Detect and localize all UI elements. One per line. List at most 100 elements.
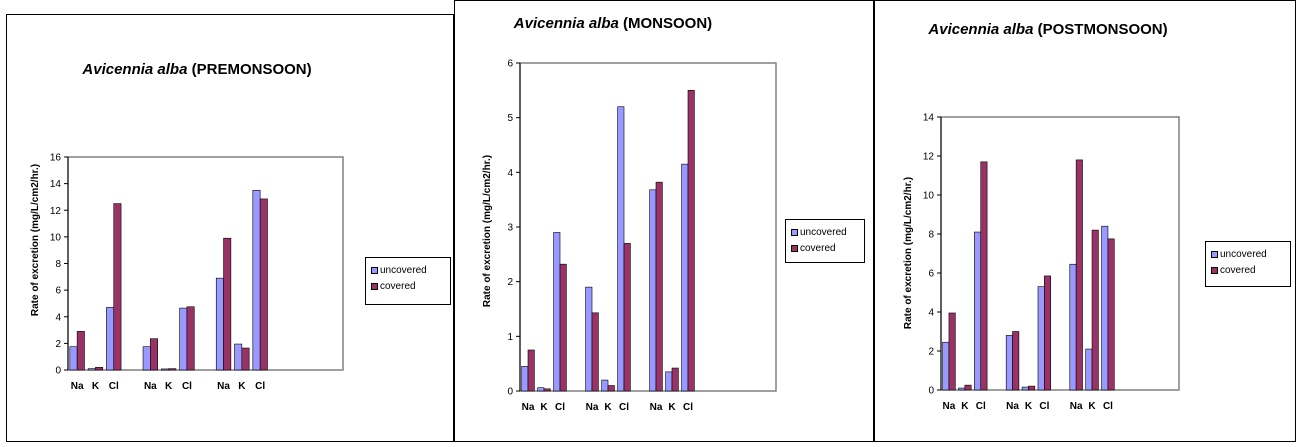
- y-tick-label: 3: [507, 223, 513, 234]
- bar-covered: [527, 349, 535, 392]
- y-tick-label: 14: [923, 113, 935, 124]
- y-tick-label: 10: [923, 191, 935, 202]
- bar-uncovered: [537, 387, 545, 392]
- y-tick-label: 1: [507, 332, 513, 343]
- bar-uncovered: [958, 387, 966, 391]
- legend-label-uncovered: uncovered: [1220, 248, 1267, 260]
- x-category-label: Na: [71, 381, 84, 392]
- bar-chart-postmonsoon: 0 2 4 6 8 10 12 14 Rate of excretion (mg/L/cm2/h…: [903, 113, 1180, 412]
- y-tick-label: 16: [50, 153, 62, 164]
- x-category-label: Na: [586, 402, 599, 413]
- x-category-label: Cl: [182, 381, 192, 392]
- legend: uncovered covered: [365, 257, 451, 305]
- x-category-label: K: [165, 381, 173, 392]
- bar-uncovered: [252, 189, 261, 371]
- chart-panel-premonsoon: Avicennia alba (PREMONSOON) 0 2 4 6 8 10 12 14 1…: [6, 14, 454, 442]
- bar-uncovered: [681, 163, 689, 392]
- y-tick-label: 4: [507, 168, 513, 179]
- x-category-label: K: [238, 381, 246, 392]
- bar-covered: [259, 198, 268, 371]
- y-tick-label: 2: [55, 339, 61, 350]
- chart-title-season: (MONSOON): [623, 15, 713, 32]
- y-tick-label: 8: [928, 230, 934, 241]
- bar-uncovered: [585, 286, 593, 392]
- bar-uncovered: [1101, 225, 1109, 391]
- x-category-label: Cl: [555, 402, 565, 413]
- bar-chart-monsoon: 0 1 2 3 4 5 6 Rate of excretion (mg/L/cm2/hr.) N…: [482, 59, 777, 413]
- bar-uncovered: [1037, 286, 1045, 391]
- bar-covered: [186, 306, 195, 371]
- legend-swatch-covered: [1211, 266, 1218, 274]
- chart-title-species: Avicennia alba: [513, 15, 619, 32]
- y-axis-label: Rate of excretion (mg/L/cm2/hr.): [903, 177, 914, 329]
- legend-swatch-covered: [371, 282, 378, 290]
- bar-uncovered: [974, 231, 982, 391]
- chart-title-species: Avicennia alba: [928, 21, 1034, 38]
- chart-title: Avicennia alba (POSTMONSOON): [875, 21, 1221, 38]
- x-category-label: Na: [1006, 401, 1019, 412]
- legend-item-uncovered: uncovered: [371, 262, 445, 278]
- bar-uncovered: [649, 189, 657, 392]
- bar-covered: [607, 385, 615, 392]
- bar-covered: [76, 331, 85, 371]
- chart-panel-postmonsoon: Avicennia alba (POSTMONSOON) 0 2 4 6 8 10 12 14…: [874, 0, 1296, 442]
- bar-uncovered: [1021, 386, 1029, 391]
- bar-uncovered: [179, 307, 188, 371]
- bar-covered: [168, 368, 177, 371]
- x-category-label: K: [604, 402, 612, 413]
- legend-swatch-uncovered: [371, 266, 378, 274]
- legend-item-uncovered: uncovered: [1211, 246, 1285, 262]
- bar-covered: [980, 161, 988, 391]
- x-category-label: Cl: [1039, 401, 1049, 412]
- y-tick-label: 6: [507, 59, 513, 70]
- y-tick-label: 4: [55, 312, 61, 323]
- legend-label-covered: covered: [380, 280, 416, 292]
- bar-covered: [1091, 229, 1099, 391]
- x-category-label: Na: [943, 401, 956, 412]
- x-category-label: K: [668, 402, 676, 413]
- bar-covered: [655, 181, 663, 392]
- bar-covered: [95, 367, 104, 371]
- x-category-label: Na: [1070, 401, 1083, 412]
- bar-covered: [1044, 275, 1052, 391]
- y-tick-label: 0: [507, 387, 513, 398]
- bar-chart-premonsoon: 0 2 4 6 8 10 12 14 16 Rate of excretion (mg/L/cm2…: [30, 153, 344, 392]
- x-category-label: K: [92, 381, 100, 392]
- legend-label-covered: covered: [1220, 264, 1256, 276]
- legend-item-covered: covered: [1211, 262, 1285, 278]
- y-tick-label: 0: [55, 366, 61, 377]
- x-category-label: Na: [650, 402, 663, 413]
- bar-covered: [241, 347, 250, 371]
- bar-uncovered: [521, 366, 529, 392]
- legend-item-covered: covered: [791, 240, 859, 256]
- bar-uncovered: [601, 379, 609, 392]
- legend: uncovered covered: [785, 219, 865, 263]
- chart-panel-monsoon: Avicennia alba (MONSOON) 0 1 2 3 4 5 6 Rate of …: [454, 0, 874, 442]
- y-tick-label: 12: [923, 152, 935, 163]
- bar-uncovered: [215, 277, 224, 371]
- bar-covered: [559, 263, 567, 392]
- x-category-label: K: [1025, 401, 1033, 412]
- chart-title: Avicennia alba (PREMONSOON): [7, 61, 387, 78]
- bar-uncovered: [942, 341, 950, 391]
- bar-uncovered: [161, 368, 169, 371]
- x-category-label: Cl: [255, 381, 265, 392]
- bar-uncovered: [1069, 263, 1077, 391]
- x-category-label: K: [1088, 401, 1096, 412]
- y-tick-label: 2: [507, 277, 513, 288]
- bar-covered: [948, 312, 956, 391]
- bar-uncovered: [69, 346, 78, 371]
- y-tick-label: 4: [928, 308, 934, 319]
- bar-covered: [687, 90, 695, 392]
- bar-covered: [623, 243, 631, 392]
- bar-uncovered: [617, 106, 625, 392]
- bar-covered: [964, 384, 972, 391]
- legend-label-uncovered: uncovered: [380, 264, 427, 276]
- y-tick-label: 5: [507, 113, 513, 124]
- bar-covered: [543, 388, 551, 392]
- bar-covered: [671, 367, 679, 392]
- chart-title: Avicennia alba (MONSOON): [455, 15, 771, 32]
- bar-covered: [1012, 331, 1020, 391]
- bar-uncovered: [1005, 335, 1013, 391]
- x-category-label: Cl: [619, 402, 629, 413]
